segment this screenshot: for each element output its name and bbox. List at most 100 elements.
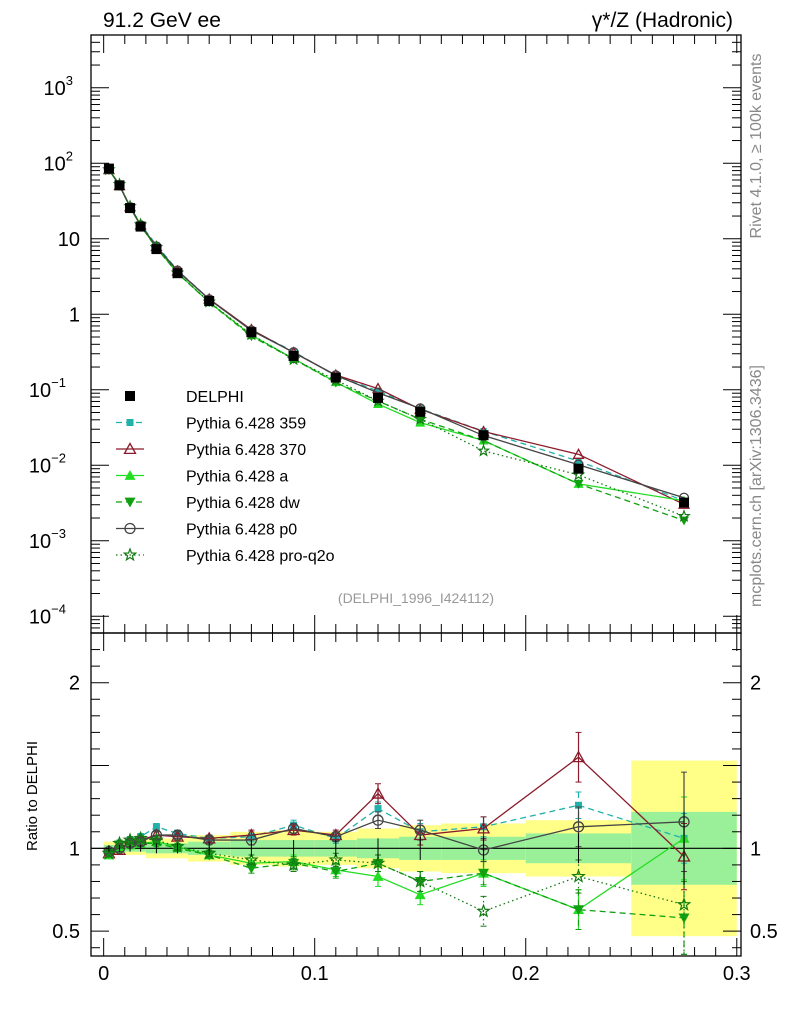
xtick-label: 0.3 — [723, 963, 751, 985]
series-point-ratio — [244, 852, 259, 867]
series-point-ratio — [133, 830, 148, 845]
ratio-frame — [90, 632, 742, 957]
series-point-ratio — [571, 868, 586, 883]
main-ytick-label: 102 — [44, 148, 73, 175]
legend-marker — [124, 497, 136, 508]
xtick-label: 0.1 — [301, 963, 329, 985]
ratio-ytick-label-right: 1 — [750, 838, 761, 860]
series-point-main — [677, 509, 691, 523]
series-point-main — [573, 479, 584, 489]
data-point-main — [415, 406, 426, 417]
series-point-ratio — [286, 857, 301, 872]
data-point-main — [151, 244, 162, 255]
data-point-main — [135, 221, 146, 232]
side-label-top: Rivet 4.1.0, ≥ 100k events — [748, 54, 765, 239]
data-point-main — [373, 392, 384, 403]
series-point-ratio — [412, 873, 428, 888]
main-frame — [90, 34, 742, 634]
legend-marker — [125, 391, 135, 401]
series-point-ratio — [571, 750, 586, 763]
series-point-ratio — [575, 801, 582, 809]
series-point-main — [575, 457, 582, 465]
legend-marker — [123, 442, 137, 455]
legend-marker — [124, 470, 136, 480]
data-point-main — [246, 327, 257, 338]
series-point-ratio — [122, 832, 138, 847]
legend: DELPHI Pythia 6.428 359 Pythia 6.428 370 Py… — [116, 389, 335, 565]
legend-label: Pythia 6.428 dw — [186, 495, 300, 512]
series-point-ratio — [370, 855, 386, 870]
main-ytick-label: 10 — [58, 229, 80, 251]
data-point-main — [172, 268, 183, 279]
series-point-ratio — [476, 821, 491, 834]
data-point-main — [125, 203, 136, 214]
data-point-main — [114, 180, 125, 191]
series-point-ratio — [328, 852, 344, 867]
series-point-ratio — [101, 845, 117, 860]
data-point-main — [288, 351, 299, 362]
legend-marker — [126, 419, 134, 426]
ratio-ytick-label: 0.5 — [52, 921, 80, 943]
main-ytick-label: 10−2 — [29, 450, 66, 477]
ratio-ytick-label-right: 2 — [750, 673, 761, 695]
series-point-ratio — [150, 829, 163, 841]
series-point-main — [476, 443, 491, 457]
series-point-ratio — [330, 867, 342, 878]
data-series — [103, 163, 690, 885]
series-point-ratio — [414, 889, 426, 900]
data-point-main — [679, 497, 690, 508]
series-point-ratio — [676, 896, 692, 911]
legend-entry-5: Pythia 6.428 p0 — [116, 522, 297, 539]
series-point-main — [413, 412, 428, 425]
series-point-ratio — [372, 814, 384, 826]
legend-label: Pythia 6.428 370 — [186, 442, 306, 459]
series-point-ratio — [201, 845, 217, 860]
series-point-ratio — [372, 870, 384, 881]
legend-entry-6: Pythia 6.428 pro-q2o — [116, 547, 335, 565]
header-left: 91.2 GeV ee — [103, 9, 221, 32]
legend-label: Pythia 6.428 pro-q2o — [186, 548, 335, 565]
series-point-ratio — [572, 821, 585, 833]
main-ytick-label: 1 — [69, 304, 80, 326]
legend-marker — [124, 522, 136, 535]
main-ytick-label: 103 — [44, 73, 73, 100]
series-point-ratio — [374, 805, 382, 813]
legend-entry-1: Pythia 6.428 359 — [116, 416, 306, 433]
series-point-ratio — [371, 786, 385, 799]
series-layer — [101, 162, 692, 955]
series-point-ratio — [478, 868, 490, 879]
legend-entry-4: Pythia 6.428 dw — [116, 495, 300, 512]
series-point-ratio — [245, 863, 257, 874]
ratio-ylabel: Ratio to DELPHI — [24, 741, 41, 851]
legend-entry-0: DELPHI — [125, 389, 244, 406]
main-ytick-label: 10−3 — [29, 526, 66, 553]
series-line-main — [108, 169, 685, 517]
series-point-ratio — [414, 824, 426, 836]
legend-entry-3: Pythia 6.428 a — [116, 469, 288, 486]
xtick-label: 0.2 — [512, 963, 540, 985]
main-ytick-label: 10−1 — [29, 375, 66, 402]
data-point-main — [103, 163, 114, 174]
legend-entry-2: Pythia 6.428 370 — [116, 442, 306, 459]
watermark: (DELPHI_1996_I424112) — [338, 590, 494, 606]
series-point-ratio — [149, 832, 164, 847]
ratio-ytick-label: 2 — [69, 673, 80, 695]
series-point-main — [572, 448, 585, 459]
series-line-ratio — [108, 842, 685, 919]
main-ytick-label: 10−4 — [29, 601, 66, 628]
legend-label: Pythia 6.428 p0 — [186, 522, 297, 539]
series-point-ratio — [152, 823, 160, 831]
data-point-main — [204, 295, 215, 306]
series-point-main — [374, 387, 382, 395]
series-point-ratio — [287, 822, 300, 835]
data-point-main — [478, 430, 489, 441]
legend-label: Pythia 6.428 a — [186, 469, 288, 486]
series-point-ratio — [573, 905, 584, 916]
legend-label: DELPHI — [186, 389, 244, 406]
series-0 — [105, 166, 688, 864]
series-4 — [103, 164, 690, 873]
header-right: γ*/Z (Hadronic) — [592, 9, 733, 32]
data-point-main — [573, 463, 584, 474]
